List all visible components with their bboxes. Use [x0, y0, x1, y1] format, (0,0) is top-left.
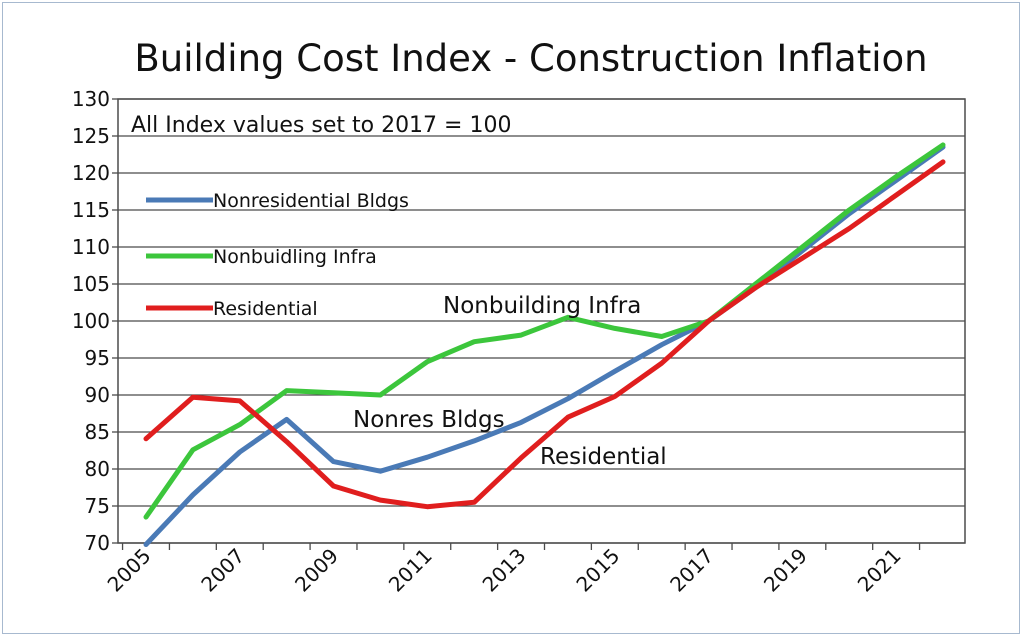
- y-tick-label: 130: [72, 87, 110, 111]
- y-tick-label: 95: [85, 346, 110, 370]
- y-tick-label: 80: [85, 457, 110, 481]
- legend-label: Residential: [213, 298, 318, 320]
- series-line-3: [143, 159, 946, 510]
- y-tick-label: 100: [72, 309, 110, 333]
- gridlines: [118, 98, 965, 544]
- series-lines: [143, 142, 946, 547]
- chart-title: Building Cost Index - Construction Infla…: [134, 37, 927, 80]
- legend: Nonresidential Bldgs Nonbuidling Infra Res…: [146, 190, 409, 320]
- y-tick-label: 75: [85, 494, 110, 518]
- x-tick-label: 2015: [571, 544, 624, 597]
- y-tick-label: 105: [72, 272, 110, 296]
- index-base-note: All Index values set to 2017 = 100: [131, 113, 511, 138]
- series-annotation: Nonbuilding Infra: [443, 293, 641, 319]
- y-tick-label: 70: [85, 531, 110, 555]
- y-tick-label: 110: [72, 235, 110, 259]
- y-tick-label: 120: [72, 161, 110, 185]
- legend-label: Nonbuidling Infra: [213, 246, 377, 268]
- y-tick-label: 85: [85, 420, 110, 444]
- series-line-2: [143, 142, 946, 520]
- series-annotation: Residential: [540, 444, 667, 470]
- series-annotation: Nonres Bldgs: [353, 407, 505, 433]
- series-annotations: Nonbuilding Infra Nonres Bldgs Residential: [353, 293, 667, 470]
- building-cost-index-chart: Building Cost Index - Construction Infla…: [72, 37, 966, 597]
- x-tick-label: 2011: [384, 544, 437, 597]
- x-tick-label: 2005: [103, 544, 156, 597]
- y-tick-label: 115: [72, 198, 110, 222]
- x-tick-label: 2019: [759, 544, 812, 597]
- x-tick-label: 2013: [478, 544, 531, 597]
- y-tick-label: 125: [72, 124, 110, 148]
- legend-label: Nonresidential Bldgs: [213, 190, 409, 212]
- x-axis-ticks: 2005 2007 2009 2011 2013 2015 2017 2019 2021: [103, 543, 921, 597]
- y-axis-ticks: 70 75 80 85 90 95 100 105 110 115 120 125 130: [72, 87, 118, 555]
- x-tick-label: 2007: [196, 544, 249, 597]
- series-line-1: [143, 144, 946, 547]
- y-tick-label: 90: [85, 383, 110, 407]
- x-tick-label: 2009: [290, 544, 343, 597]
- x-tick-label: 2017: [665, 544, 718, 597]
- x-tick-label: 2021: [853, 544, 906, 597]
